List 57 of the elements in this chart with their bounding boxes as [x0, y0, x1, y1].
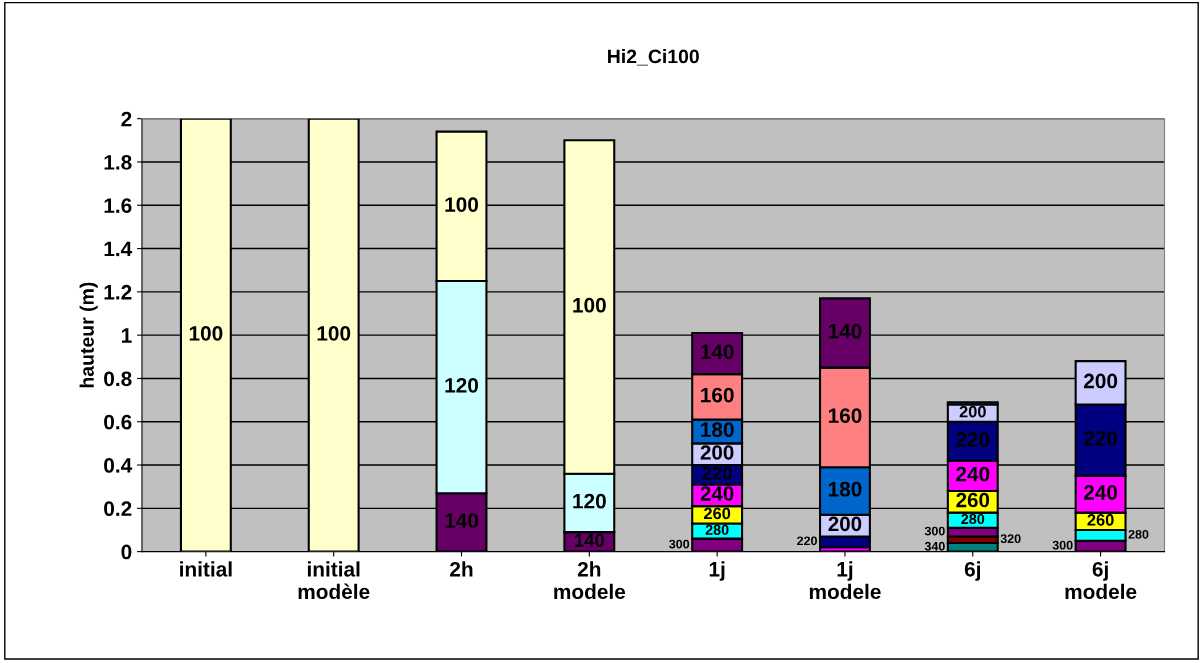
x-tick-label: initial — [180, 561, 232, 577]
y-tick-label: 2 — [121, 111, 132, 127]
x-tick-label: 2h — [450, 561, 473, 577]
series-label: 120 — [573, 493, 606, 509]
text: 300 — [924, 526, 945, 536]
series-label: 100 — [573, 297, 606, 313]
text: 300 — [1052, 540, 1073, 550]
y-tick-label: 1.6 — [104, 198, 132, 214]
text: 140 — [701, 344, 734, 360]
text: 140 — [445, 513, 479, 528]
x-tick-label: 6j — [964, 561, 980, 581]
series-label: 180 — [701, 422, 734, 438]
text: 180 — [828, 481, 862, 497]
y-tick-label: 0.2 — [104, 501, 132, 517]
text: 220 — [797, 536, 817, 546]
series-label: 220 — [702, 466, 732, 480]
text: 200 — [1083, 373, 1118, 389]
y-tick-label: 0 — [121, 544, 132, 560]
text: 240 — [956, 466, 990, 482]
text: 260 — [1087, 514, 1114, 526]
text: 120 — [445, 377, 479, 393]
y-tick-label: 1.8 — [104, 154, 132, 170]
x-tick-label: 1j — [709, 561, 725, 581]
x-tick-label: 2h modele — [554, 561, 626, 600]
series-label: 140 — [575, 533, 604, 547]
text: 100 — [189, 325, 223, 341]
series-label: 280 — [961, 513, 985, 525]
y-tick-label: 0.6 — [104, 414, 132, 430]
y-tick-label: 0.8 — [104, 371, 132, 387]
chart-title: Hi2_Ci100 — [608, 49, 699, 66]
y-tick-label: 1.2 — [104, 284, 132, 300]
text: 240 — [1083, 485, 1118, 500]
text: 280 — [705, 524, 729, 535]
series-label: 340 — [924, 541, 945, 551]
x-tick-label: initial modèle — [298, 561, 370, 600]
y-tick-label: 1 — [121, 328, 132, 343]
y-axis-title: hauteur (m) — [79, 282, 98, 388]
text: 100 — [317, 325, 351, 341]
series-label: 200 — [959, 405, 986, 418]
text: 200 — [700, 445, 734, 460]
text: 260 — [956, 492, 990, 508]
text: 100 — [445, 197, 479, 212]
y-tick-label: 1.4 — [104, 241, 133, 257]
text: 200 — [828, 516, 862, 532]
series-label: 160 — [701, 387, 734, 403]
x-tick-label: 1j modele — [809, 561, 881, 600]
series-label: 320 — [1000, 534, 1021, 544]
series-label: 300 — [669, 539, 690, 549]
y-tick-label: 0.4 — [104, 458, 133, 473]
text: 280 — [1128, 529, 1149, 539]
series-label: 260 — [704, 507, 731, 520]
text: 220 — [956, 432, 990, 447]
text: 140 — [828, 323, 862, 339]
text: 220 — [1083, 430, 1118, 446]
series-label: 240 — [700, 486, 734, 501]
x-tick-label: 6j modele — [1065, 561, 1137, 600]
text: 160 — [828, 408, 862, 423]
